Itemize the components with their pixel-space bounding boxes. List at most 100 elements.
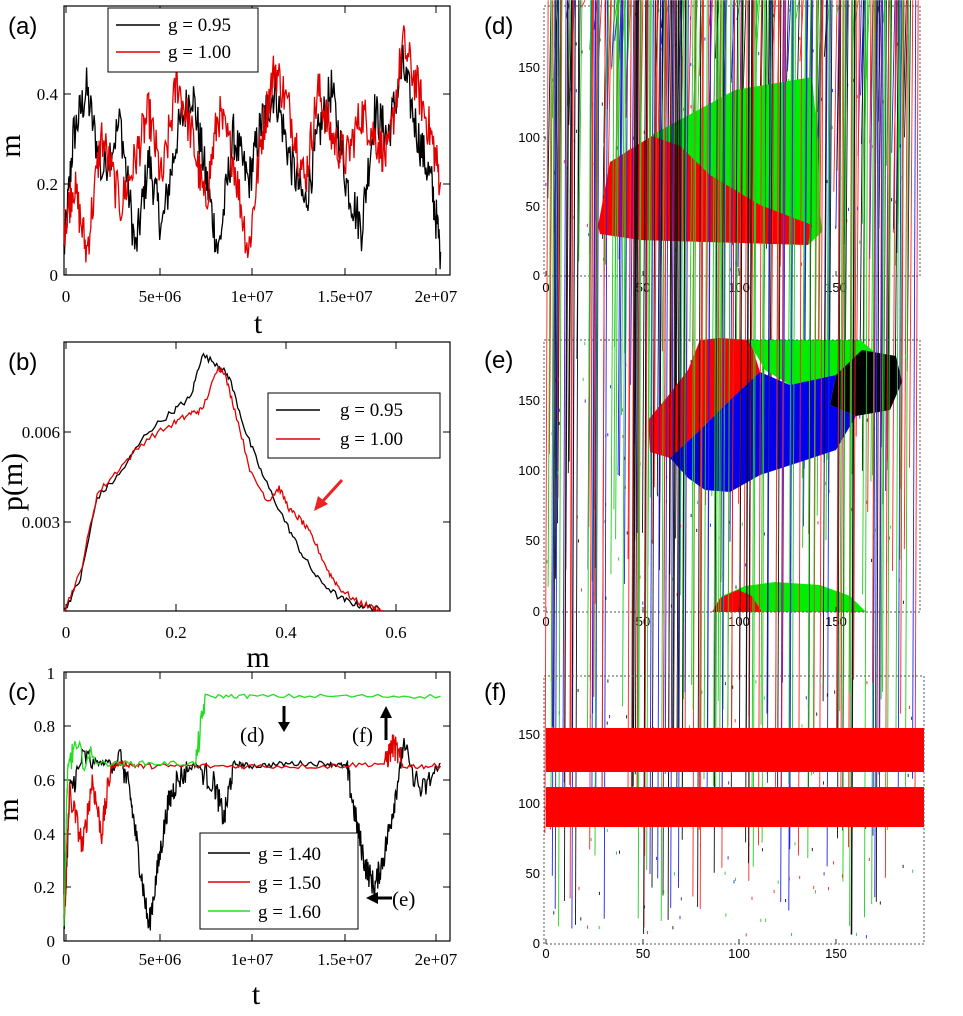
panel-f-xtick: 150 <box>825 946 847 961</box>
panel-e-marker-red <box>743 0 748 602</box>
panel-f-marker-green <box>594 0 599 856</box>
panel-a-xlabel: t <box>254 307 263 340</box>
panel-f-marker-red <box>758 0 763 846</box>
panel-a-xtick: 1e+07 <box>231 287 274 306</box>
panel-f-marker-red <box>914 0 919 823</box>
panel-e-marker-green <box>620 0 626 416</box>
panel-f-marker-red <box>836 0 841 755</box>
panel-b-ylabel: p(m) <box>0 453 29 511</box>
panel-e-label: (e) <box>484 347 513 374</box>
panel-f-marker-black <box>837 0 842 839</box>
panel-f-ytick: 150 <box>518 727 540 742</box>
panel-d-ytick: 50 <box>526 199 540 214</box>
panel-f-marker-green <box>839 0 844 712</box>
panel-f-marker-green <box>886 0 892 831</box>
panel-d-marker-green <box>578 0 583 262</box>
panel-f-marker-blue <box>592 0 597 714</box>
panel-f-red-band-upper <box>546 728 924 772</box>
panel-f-marker-green <box>882 0 887 692</box>
panel-b-series-0-line <box>63 352 384 613</box>
panel-f-marker-red <box>853 0 858 680</box>
panel-a-label: (a) <box>8 13 37 40</box>
panel-e-ytick: 100 <box>518 463 540 478</box>
panel-d-marker-red <box>607 0 612 109</box>
panel-c-xtick: 5e+06 <box>139 950 182 969</box>
panel-a-legend-label-0: g = 0.95 <box>168 15 231 36</box>
panel-c-xtick: 1.5e+07 <box>317 950 373 969</box>
panel-e-marker-green <box>610 0 615 575</box>
panel-e-marker-red <box>653 0 658 488</box>
panel-c-xtick: 2e+07 <box>415 950 458 969</box>
panel-a-frame <box>63 5 451 276</box>
panel-d-marker-red <box>833 0 838 192</box>
panel-f-frame <box>543 675 925 945</box>
panel-b: (b) 0 0.2 0.4 0.6 0.003 0.006 m p(m) g =… <box>0 341 451 674</box>
panel-c-series-1-line <box>63 734 442 920</box>
panel-f-marker-black <box>672 0 677 770</box>
panel-f-marker-black <box>633 0 638 744</box>
panel-c-ytick: 0.6 <box>34 771 55 790</box>
panel-c: (c) 0 5e+06 1e+07 1.5e+07 2e+07 0 0.2 0.… <box>0 664 458 1011</box>
panel-d-ytick: 100 <box>518 130 540 145</box>
panel-f-marker-green <box>550 0 555 817</box>
panel-b-label: (b) <box>8 349 37 376</box>
panel-c-annotations: (d) (f) (e) <box>240 706 415 911</box>
panel-e-marker-red <box>770 0 775 406</box>
panel-f-marker-red <box>840 0 845 809</box>
panel-e-marker-red <box>892 0 897 572</box>
panel-f-marker-black <box>643 0 648 935</box>
panel-c-series-0-line <box>63 737 441 931</box>
panel-f-marker-black <box>822 0 827 702</box>
panel-f-xtick: 0 <box>542 946 549 961</box>
panel-f-marker-green <box>807 0 812 859</box>
panel-a-series-0-line <box>63 44 442 270</box>
panel-f-ytick: 50 <box>526 866 540 881</box>
panel-f-marker-black <box>631 0 636 821</box>
panel-f-marker-blue <box>872 0 877 836</box>
panel-e-marker-black <box>674 0 679 457</box>
panel-f-marker-red <box>569 0 574 785</box>
annotation-d: (d) <box>240 723 265 747</box>
panel-f-marker-red <box>819 0 824 815</box>
panel-f-marker-black <box>777 0 782 796</box>
panel-e-marker-black <box>859 0 864 356</box>
panel-f-marker-blue <box>721 0 726 830</box>
panel-b-xtick: 0.6 <box>385 623 406 642</box>
panel-b-xtick: 0.4 <box>275 623 297 642</box>
panel-f-marker-black <box>745 0 750 736</box>
arrow-e <box>366 892 392 904</box>
panel-f-marker-black <box>634 0 639 775</box>
panel-e-marker-red <box>909 0 914 468</box>
panel-e-marker-green <box>547 0 552 587</box>
panel-f-marker-green <box>646 0 651 870</box>
arrow-d <box>278 706 290 732</box>
panel-c-ytick: 0 <box>47 932 56 951</box>
panel-f-marker-green <box>791 0 796 763</box>
panel-e-marker-green <box>899 0 904 560</box>
panel-f-xtick: 100 <box>728 946 750 961</box>
panel-c-frame <box>63 671 451 942</box>
panel-e-marker-red <box>867 0 872 513</box>
panel-d-marker-green <box>836 0 841 15</box>
panel-f-marker-green <box>722 0 727 710</box>
panel-c-legend: g = 1.40 g = 1.50 g = 1.60 <box>199 832 359 930</box>
panel-b-legend-label-1: g = 1.00 <box>340 429 403 450</box>
panel-e-marker-green <box>689 0 694 343</box>
panel-d-marker-blue <box>891 0 896 153</box>
panel-f-marker-green <box>586 0 592 759</box>
panel-f-red-band-lower <box>546 787 924 827</box>
panel-d-marker-blue <box>787 0 792 72</box>
panel-f-ytick: 0 <box>533 936 540 951</box>
panel-b-series-1-line <box>63 365 384 612</box>
panel-f-marker-red <box>774 0 779 813</box>
panel-f-marker-red <box>900 0 905 714</box>
panel-a-legend-label-1: g = 1.00 <box>168 42 231 63</box>
panel-f-marker-green <box>622 0 627 707</box>
panel-a-ytick: 0.4 <box>37 85 59 104</box>
panel-d-label: (d) <box>484 13 513 40</box>
panel-b-legend-box <box>267 392 441 459</box>
panel-c-ticks <box>64 671 450 942</box>
panel-f-marker-green <box>682 0 688 700</box>
annotation-e: (e) <box>392 887 415 911</box>
